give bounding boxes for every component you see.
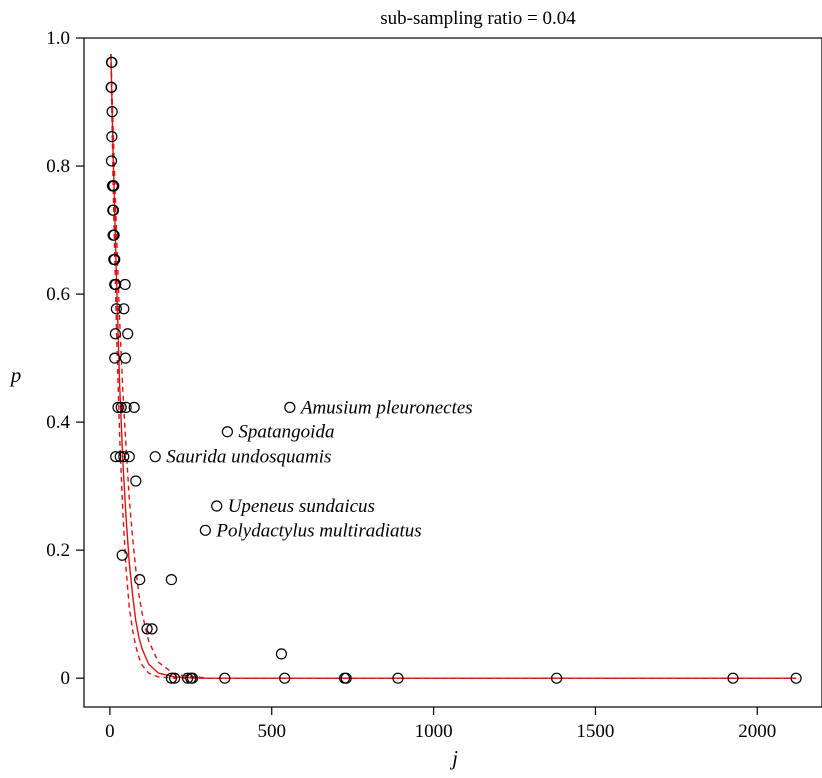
data-point — [123, 451, 135, 463]
confidence-bound-curve — [110, 53, 797, 679]
data-point — [141, 623, 153, 635]
x-tick-label: 1000 — [415, 721, 453, 742]
data-point — [118, 303, 130, 315]
y-axis-label: p — [9, 363, 22, 387]
confidence-bound-curve — [110, 53, 797, 679]
data-point — [165, 672, 177, 684]
data-point — [275, 648, 288, 660]
fit-curves — [110, 53, 797, 679]
y-tick-label: 0.4 — [46, 412, 70, 433]
data-point — [106, 56, 118, 68]
data-point — [106, 130, 118, 143]
data-point — [134, 574, 146, 586]
data-point — [109, 352, 121, 364]
data-point — [119, 352, 132, 364]
x-tick-label: 500 — [257, 721, 286, 742]
data-point — [118, 451, 130, 463]
plot-frame — [83, 37, 822, 708]
fit-curve — [110, 53, 797, 679]
chart-title: sub-sampling ratio = 0.04 — [380, 8, 576, 29]
data-point — [550, 672, 563, 684]
data-point — [105, 155, 118, 167]
species-label: Upeneus sundaicus — [228, 496, 375, 517]
data-point — [199, 524, 211, 536]
data-point — [284, 401, 296, 413]
data-point — [115, 401, 127, 413]
data-point — [130, 475, 142, 487]
data-point — [110, 303, 122, 315]
x-tick-label: 1500 — [576, 721, 614, 742]
x-axis-label: j — [449, 746, 458, 770]
data-point — [109, 328, 121, 340]
data-point — [146, 623, 158, 635]
y-tick-label: 1.0 — [46, 28, 70, 49]
data-point — [221, 426, 233, 438]
data-point — [105, 81, 118, 93]
x-axis: 0 500 1000 1500 2000 — [105, 707, 776, 742]
data-point — [107, 204, 120, 216]
data-point — [340, 672, 352, 684]
data-point — [279, 672, 291, 684]
data-point — [108, 180, 120, 192]
x-tick-label: 2000 — [738, 721, 776, 742]
data-point — [727, 672, 739, 684]
species-label: Spatangoida — [238, 422, 334, 443]
data-point — [106, 106, 118, 118]
data-point — [119, 278, 131, 291]
species-label: Saurida undosquamis — [166, 447, 331, 468]
data-point — [181, 672, 194, 684]
y-axis: 0 0.2 0.4 0.6 0.8 1.0 — [46, 28, 84, 689]
data-point — [392, 672, 404, 684]
y-tick-label: 0.8 — [46, 156, 70, 177]
data-point — [110, 278, 122, 291]
data-points — [105, 56, 802, 684]
y-tick-label: 0.2 — [46, 540, 70, 561]
data-point — [114, 451, 126, 463]
data-point — [149, 451, 161, 463]
data-point — [790, 672, 802, 684]
data-point — [211, 500, 223, 512]
data-point — [165, 574, 177, 586]
y-tick-label: 0.6 — [46, 284, 70, 305]
data-point — [169, 672, 181, 684]
data-point — [116, 549, 128, 561]
y-tick-label: 0 — [61, 668, 71, 689]
data-point — [120, 401, 132, 413]
species-annotations: Amusium pleuronectes Spatangoida Saurida u… — [166, 397, 473, 541]
data-point — [109, 253, 121, 266]
data-point — [110, 451, 122, 463]
species-label: Amusium pleuronectes — [299, 397, 473, 418]
data-point — [122, 328, 134, 340]
data-point — [128, 401, 140, 413]
species-label: Polydactylus multiradiatus — [215, 520, 421, 541]
data-point — [112, 401, 124, 413]
x-tick-label: 0 — [105, 721, 115, 742]
data-point — [186, 672, 199, 684]
data-point — [219, 672, 231, 684]
data-point — [108, 229, 120, 241]
